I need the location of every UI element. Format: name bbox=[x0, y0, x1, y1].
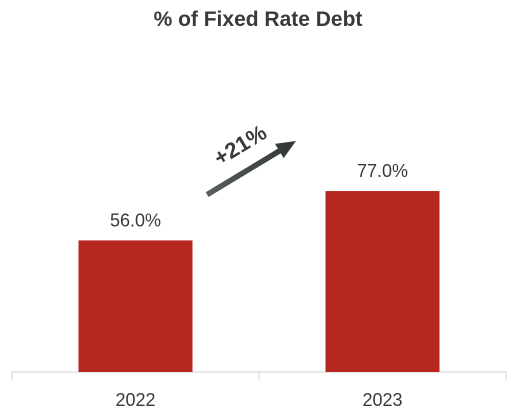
arrow-shape bbox=[203, 139, 300, 200]
data-label-2023: 77.0% bbox=[357, 161, 408, 181]
chart-title: % of Fixed Rate Debt bbox=[153, 8, 363, 31]
data-label-2022: 56.0% bbox=[110, 210, 161, 230]
x-tick-label-2022: 2022 bbox=[115, 390, 155, 410]
bar-2022 bbox=[78, 240, 193, 372]
x-tick-label-2023: 2023 bbox=[362, 390, 402, 410]
bar-2023 bbox=[325, 191, 440, 372]
growth-arrow bbox=[203, 139, 300, 200]
